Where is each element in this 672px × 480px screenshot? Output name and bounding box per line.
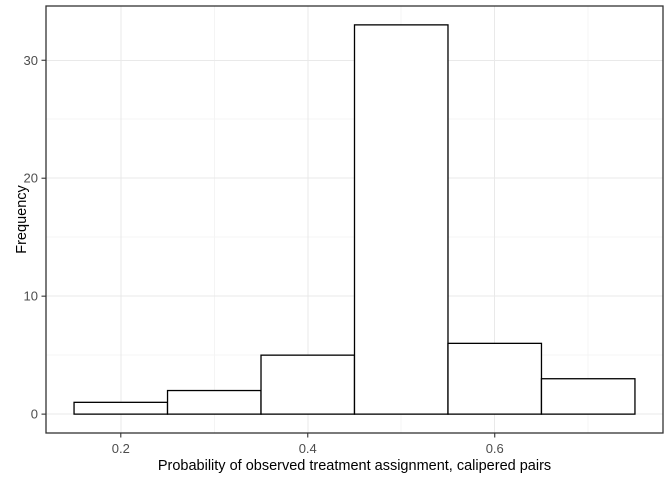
histogram-bar (540, 378, 636, 415)
x-axis-tick-labels: 0.2 0.4 0.6 (112, 441, 504, 456)
x-tick-label: 0.2 (112, 441, 130, 456)
y-axis-title: Frequency (14, 185, 30, 254)
x-tick-label: 0.4 (299, 441, 317, 456)
y-tick-label: 20 (24, 171, 38, 186)
x-tick-label: 0.6 (486, 441, 504, 456)
x-axis-title: Probability of observed treatment assign… (158, 458, 551, 474)
histogram-bar (260, 354, 356, 415)
histogram-bar (447, 342, 543, 415)
y-tick-label: 0 (31, 407, 38, 422)
panel-border (45, 5, 664, 434)
y-tick-label: 30 (24, 53, 38, 68)
histogram-bar (353, 24, 449, 415)
y-tick-label: 10 (24, 289, 38, 304)
axis-tick-marks (41, 59, 496, 438)
histogram-bar (73, 401, 169, 415)
histogram-bar (166, 389, 262, 415)
histogram-bars (73, 24, 636, 415)
y-axis-tick-labels: 0 10 20 30 (24, 53, 38, 422)
